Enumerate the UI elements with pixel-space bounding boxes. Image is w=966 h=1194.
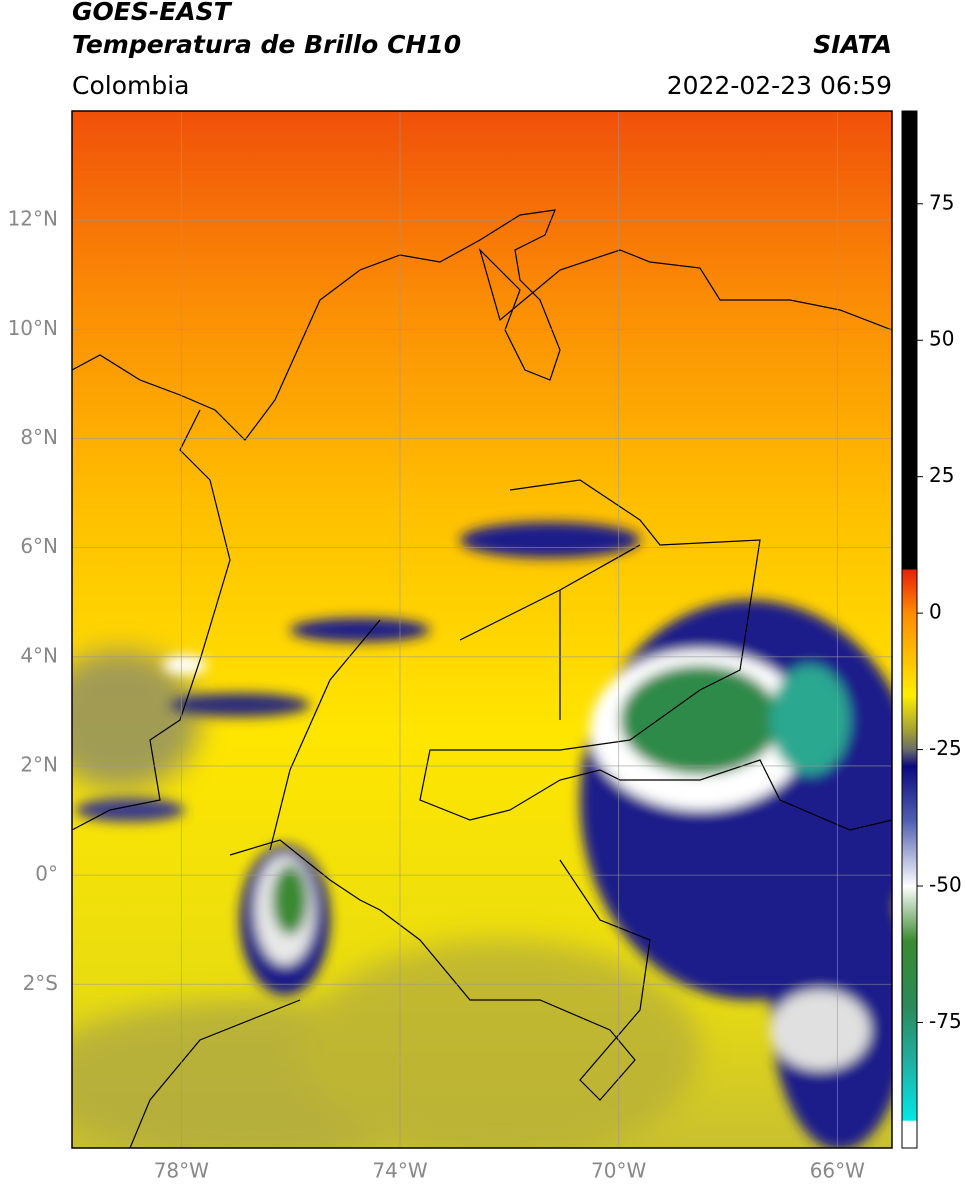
subtitle: Temperatura de Brillo CH10: [72, 30, 461, 59]
lon-tick-label: 66°W: [810, 1159, 865, 1183]
lat-tick-label: 8°N: [20, 425, 58, 449]
region: Colombia: [72, 71, 189, 100]
timestamp: 2022-02-23 06:59: [667, 71, 892, 100]
colorbar-segment: [902, 613, 917, 696]
colorbar-frame: [901, 110, 918, 1149]
colorbar-segment: [902, 1006, 917, 1062]
colorbar-tick-label: 25: [929, 463, 954, 487]
lon-tick-label: 70°W: [591, 1159, 646, 1183]
lat-tick-label: 10°N: [8, 316, 58, 340]
colorbar-segment: [902, 749, 917, 767]
colorbar-tick-label: 75: [929, 190, 954, 214]
lon-tick-label: 74°W: [372, 1159, 427, 1183]
lat-tick-label: 2°N: [20, 752, 58, 776]
source: SIATA: [813, 30, 892, 59]
colorbar-tick-label: -50: [929, 873, 962, 897]
colorbar-segment: [902, 886, 917, 942]
lat-tick-label: 2°S: [23, 971, 58, 995]
colorbar-tick-label: 0: [929, 600, 942, 624]
grid: [72, 111, 892, 1148]
colorbar-segment: [902, 569, 917, 614]
colorbar: 75 50 25 0 -25 -50 -75: [901, 110, 962, 1149]
colorbar-segment: [902, 111, 917, 570]
colorbar-segment: [902, 1060, 917, 1122]
lat-tick-label: 0°: [35, 862, 58, 886]
lon-tick-label: 78°W: [154, 1159, 209, 1183]
colorbar-segment: [902, 765, 917, 822]
colorbar-segment: [902, 733, 917, 751]
colorbar-segment: [902, 820, 917, 887]
lat-tick-label: 6°N: [20, 534, 58, 558]
colorbar-tick-label: 50: [929, 327, 954, 351]
colorbar-segment: [902, 1120, 917, 1149]
satellite-image: [72, 111, 892, 1148]
colorbar-segment: [902, 694, 917, 734]
colorbar-segment: [902, 940, 917, 1007]
colorbar-tick-label: -75: [929, 1009, 962, 1033]
lat-tick-label: 4°N: [20, 643, 58, 667]
lat-tick-label: 12°N: [8, 207, 58, 231]
title: GOES-EAST: [72, 0, 233, 26]
map-frame: [71, 110, 893, 1149]
colorbar-tick-label: -25: [929, 736, 962, 760]
